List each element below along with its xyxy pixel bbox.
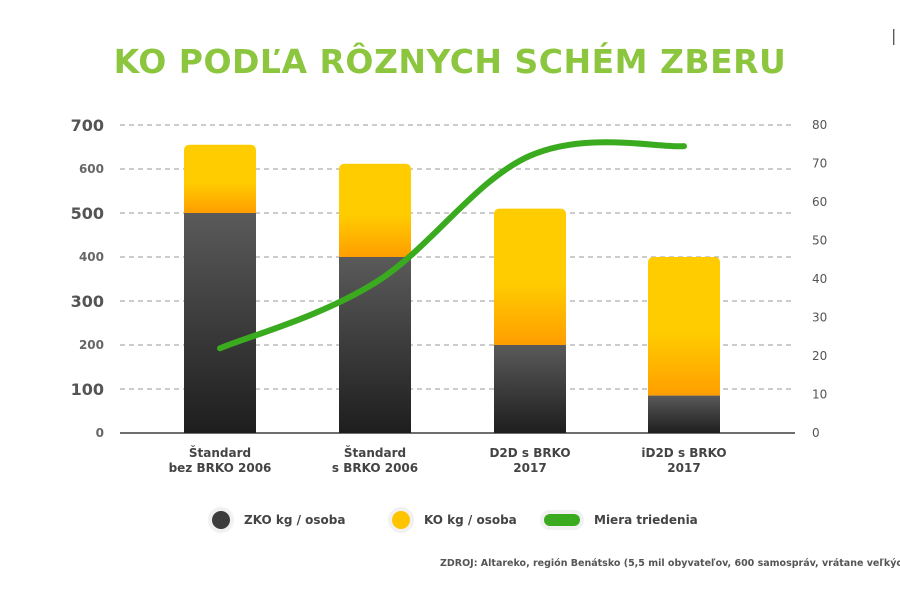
legend: ZKO kg / osoba KO kg / osoba Miera tried…	[0, 506, 900, 536]
legend-swatch-zko	[212, 511, 230, 529]
legend-item-ko: KO kg / osoba	[392, 506, 517, 534]
y-left-tick-label: 300	[71, 292, 104, 311]
bar-zko	[648, 395, 720, 433]
y-right-tick-label: 40	[812, 272, 827, 286]
rate-line	[217, 139, 687, 352]
y-left-tick-label: 500	[71, 204, 104, 223]
legend-swatch-ko	[392, 511, 410, 529]
y-right-tick-label: 50	[812, 234, 827, 248]
y-left-tick-label: 100	[71, 380, 104, 399]
source-note: ZDROJ: Altareko, región Benátsko (5,5 mi…	[440, 558, 900, 569]
bar-ko	[494, 208, 566, 345]
chart-title: KO PODĽA RÔZNYCH SCHÉM ZBERU	[113, 42, 787, 81]
y-right-tick-label: 60	[812, 195, 827, 209]
bar-ko	[339, 163, 411, 257]
legend-item-zko: ZKO kg / osoba	[212, 506, 345, 534]
y-right-tick-label: 80	[812, 118, 827, 132]
y-left-tick-label: 400	[79, 250, 104, 264]
x-tick-label: 2017	[667, 461, 700, 475]
x-tick-label: bez BRKO 2006	[169, 461, 272, 475]
y-left-tick-label: 600	[79, 162, 104, 176]
y-left-tick-label: 200	[79, 338, 104, 352]
y-right-tick-label: 10	[812, 388, 827, 402]
y-right-tick-label: 70	[812, 157, 827, 171]
x-tick-label: s BRKO 2006	[332, 461, 418, 475]
corner-mark: |	[891, 26, 897, 45]
bar-zko	[184, 213, 256, 433]
y-right-tick-label: 20	[812, 349, 827, 363]
legend-label-ko: KO kg / osoba	[424, 513, 517, 527]
legend-swatch-rate	[544, 514, 580, 526]
y-left-tick-label: 700	[71, 116, 104, 135]
x-tick-label: Štandard	[344, 445, 406, 460]
bar-zko	[494, 345, 566, 433]
bar-ko	[184, 144, 256, 213]
legend-label-rate: Miera triedenia	[594, 513, 698, 527]
bar-ko	[648, 257, 720, 396]
x-tick-label: 2017	[513, 461, 546, 475]
y-right-tick-label: 0	[812, 426, 820, 440]
legend-item-rate: Miera triedenia	[544, 506, 698, 534]
x-tick-label: D2D s BRKO	[489, 446, 570, 460]
x-tick-label: Štandard	[189, 445, 251, 460]
y-left-tick-label: 0	[96, 426, 104, 440]
legend-label-zko: ZKO kg / osoba	[244, 513, 346, 527]
y-right-tick-label: 30	[812, 311, 827, 325]
x-tick-label: iD2D s BRKO	[641, 446, 726, 460]
